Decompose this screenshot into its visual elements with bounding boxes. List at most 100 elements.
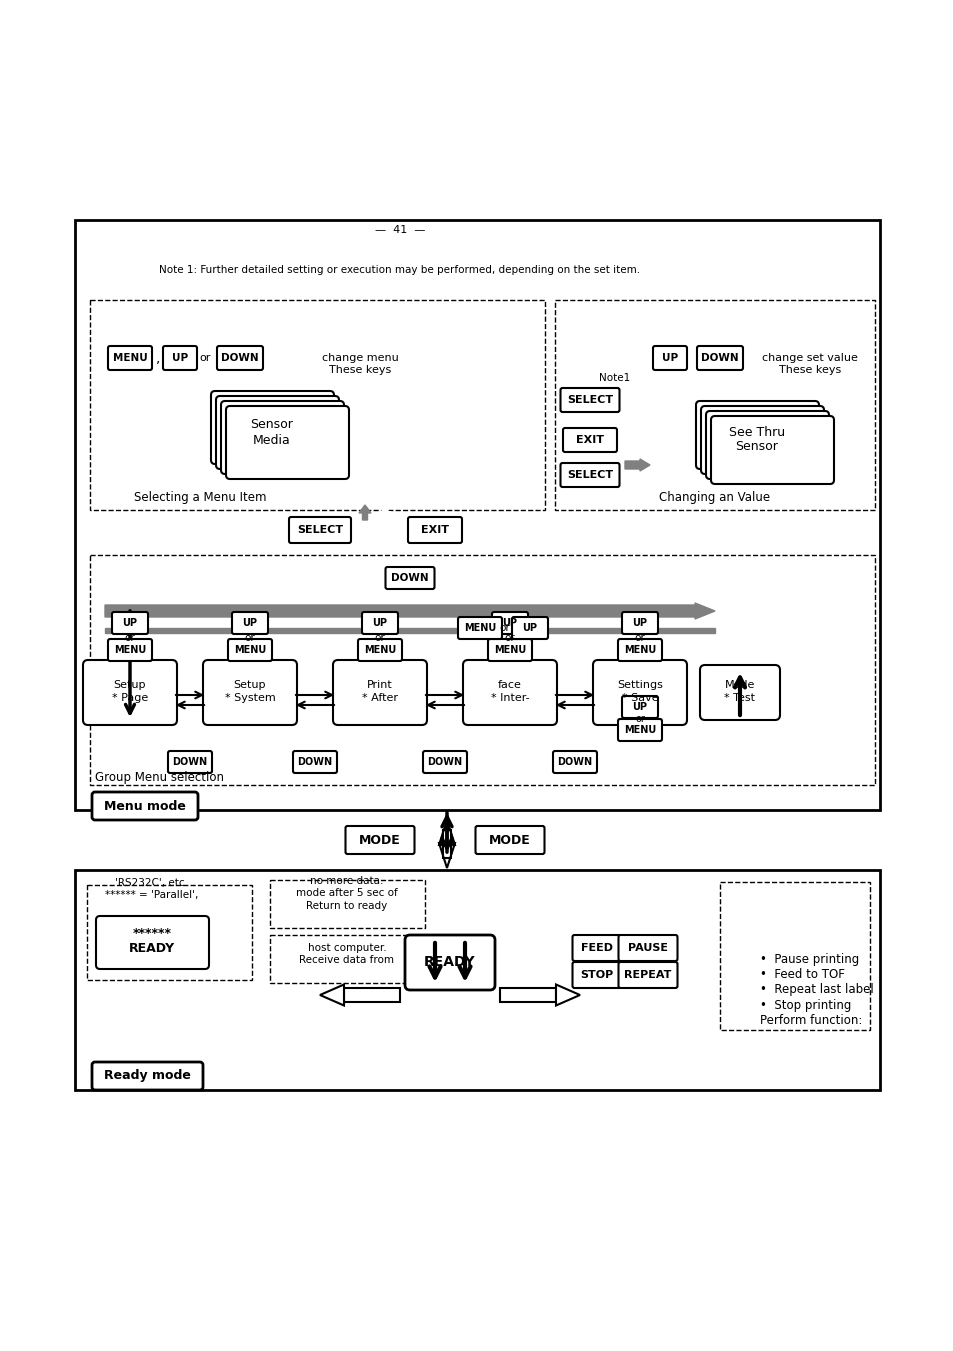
Bar: [87, 885, 252, 979]
FancyBboxPatch shape: [492, 612, 527, 634]
Polygon shape: [556, 985, 579, 1005]
FancyBboxPatch shape: [652, 346, 686, 370]
Text: DOWN: DOWN: [391, 573, 428, 584]
Text: Return to ready: Return to ready: [306, 901, 387, 911]
FancyBboxPatch shape: [163, 346, 196, 370]
FancyArrow shape: [358, 505, 371, 520]
Text: change menu: change menu: [321, 353, 398, 363]
FancyBboxPatch shape: [560, 388, 618, 412]
Text: DOWN: DOWN: [297, 757, 333, 767]
Bar: [90, 555, 874, 785]
FancyBboxPatch shape: [385, 567, 434, 589]
Text: 'RS232C', etc.: 'RS232C', etc.: [115, 878, 189, 888]
Text: These keys: These keys: [329, 365, 391, 376]
Text: Changing an Value: Changing an Value: [659, 492, 770, 504]
Text: Media: Media: [253, 434, 291, 446]
FancyBboxPatch shape: [572, 962, 620, 988]
Text: Setup: Setup: [113, 680, 146, 690]
Text: ****** = 'Parallel',: ****** = 'Parallel',: [105, 890, 198, 900]
Text: MENU: MENU: [363, 644, 395, 655]
Text: Sensor: Sensor: [735, 440, 778, 454]
Text: host computer.: host computer.: [308, 943, 386, 952]
FancyBboxPatch shape: [696, 401, 818, 469]
FancyBboxPatch shape: [572, 935, 620, 961]
FancyBboxPatch shape: [203, 661, 296, 725]
Text: Sensor: Sensor: [251, 419, 294, 431]
Text: REPEAT: REPEAT: [623, 970, 671, 979]
FancyBboxPatch shape: [215, 396, 338, 469]
FancyBboxPatch shape: [705, 411, 828, 480]
Text: DOWN: DOWN: [221, 353, 258, 363]
Bar: [555, 300, 874, 509]
Text: or: or: [499, 623, 510, 634]
Text: or: or: [244, 634, 255, 643]
FancyBboxPatch shape: [512, 617, 547, 639]
FancyBboxPatch shape: [621, 696, 658, 717]
Text: STOP: STOP: [579, 970, 613, 979]
Text: READY: READY: [424, 955, 476, 969]
Text: or: or: [504, 634, 515, 643]
Text: Menu mode: Menu mode: [104, 800, 186, 812]
FancyArrow shape: [105, 627, 714, 632]
Text: or: or: [375, 634, 385, 643]
FancyBboxPatch shape: [697, 346, 742, 370]
Text: UP: UP: [502, 617, 517, 628]
Text: EXIT: EXIT: [420, 526, 449, 535]
Text: Selecting a Menu Item: Selecting a Menu Item: [133, 492, 266, 504]
FancyBboxPatch shape: [700, 407, 823, 474]
Text: or: or: [199, 353, 211, 363]
Text: MENU: MENU: [494, 644, 525, 655]
Text: DOWN: DOWN: [172, 757, 208, 767]
Text: EXIT: EXIT: [576, 435, 603, 444]
Text: Mode: Mode: [724, 680, 755, 690]
Bar: [75, 870, 879, 1090]
Text: UP: UP: [632, 703, 647, 712]
Bar: [499, 988, 556, 1002]
Bar: [344, 988, 399, 1002]
Text: Receive data from: Receive data from: [299, 955, 395, 965]
FancyBboxPatch shape: [488, 639, 532, 661]
Bar: [270, 935, 424, 984]
Text: ,: ,: [155, 351, 160, 365]
FancyBboxPatch shape: [221, 401, 344, 474]
FancyBboxPatch shape: [475, 825, 544, 854]
Text: READY: READY: [129, 942, 175, 955]
Text: UP: UP: [122, 617, 137, 628]
Text: •  Repeat last label: • Repeat last label: [760, 984, 873, 997]
Text: Settings: Settings: [617, 680, 662, 690]
FancyBboxPatch shape: [211, 390, 334, 463]
FancyBboxPatch shape: [560, 463, 618, 486]
Text: DOWN: DOWN: [700, 353, 738, 363]
Text: * Save: * Save: [621, 693, 658, 703]
Bar: [75, 220, 879, 811]
FancyBboxPatch shape: [408, 517, 461, 543]
Text: SELECT: SELECT: [296, 526, 343, 535]
Text: UP: UP: [242, 617, 257, 628]
FancyBboxPatch shape: [593, 661, 686, 725]
FancyArrow shape: [105, 603, 714, 619]
FancyBboxPatch shape: [228, 639, 272, 661]
Text: face: face: [497, 680, 521, 690]
Text: * System: * System: [224, 693, 275, 703]
FancyBboxPatch shape: [562, 428, 617, 453]
Text: MENU: MENU: [233, 644, 266, 655]
FancyBboxPatch shape: [216, 346, 263, 370]
Text: ******: ******: [132, 927, 172, 939]
Text: DOWN: DOWN: [427, 757, 462, 767]
Text: * After: * After: [361, 693, 397, 703]
FancyBboxPatch shape: [108, 639, 152, 661]
FancyBboxPatch shape: [361, 612, 397, 634]
FancyBboxPatch shape: [226, 407, 349, 480]
FancyArrow shape: [624, 459, 649, 471]
Polygon shape: [319, 985, 344, 1005]
Text: SELECT: SELECT: [566, 394, 613, 405]
Text: MENU: MENU: [623, 644, 656, 655]
Text: SELECT: SELECT: [566, 470, 613, 480]
Text: * Test: * Test: [723, 693, 755, 703]
Text: UP: UP: [522, 623, 537, 634]
Text: PAUSE: PAUSE: [627, 943, 667, 952]
FancyArrow shape: [624, 427, 649, 436]
Text: See Thru: See Thru: [728, 426, 784, 439]
Bar: [720, 882, 869, 1029]
Text: no more data.: no more data.: [310, 875, 383, 886]
